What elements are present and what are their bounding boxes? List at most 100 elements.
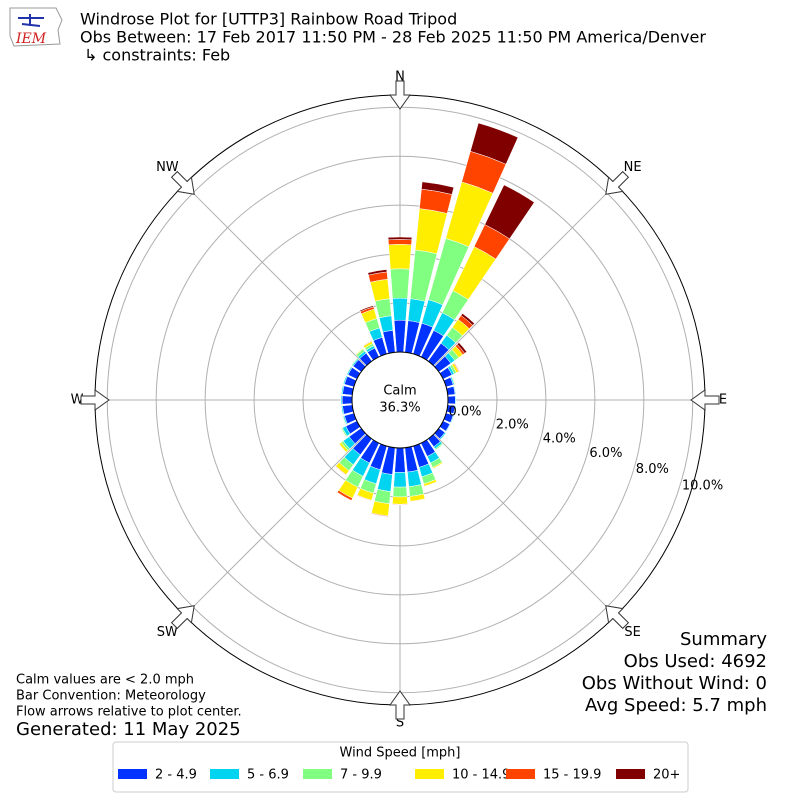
bar-segment	[387, 236, 413, 241]
bar-segment	[342, 375, 347, 385]
bar-segment	[447, 395, 456, 405]
bar-segment	[340, 395, 342, 405]
note: Calm values are < 2.0 mph	[16, 673, 194, 688]
chart-subtitle: Obs Between: 17 Feb 2017 11:50 PM - 28 F…	[80, 28, 706, 47]
bar-segment	[336, 489, 353, 501]
bar-segment	[460, 313, 475, 326]
legend-label: 7 - 9.9	[340, 768, 382, 783]
bar-segment	[356, 494, 372, 502]
logo: IEM	[9, 7, 63, 47]
bar-segment	[387, 239, 413, 245]
flow-arrow-shape	[389, 690, 411, 720]
constraint: ↳ constraints: Feb	[84, 46, 230, 65]
r-tick-label: 0.0%	[449, 405, 482, 420]
flow-arrow-shape	[80, 389, 110, 411]
bar-segment	[451, 375, 456, 385]
bar-segment	[470, 122, 519, 165]
legend-swatch	[303, 769, 332, 779]
logo-text: IEM	[15, 31, 47, 47]
bar-segment	[392, 297, 408, 321]
bar-segment	[423, 479, 438, 487]
bar-segment	[367, 269, 388, 276]
bar-segment	[392, 486, 408, 498]
bar-segment	[370, 512, 389, 517]
legend-label: 2 - 4.9	[155, 768, 197, 783]
flow-arrow-shape	[170, 605, 195, 630]
direction-label: N	[395, 70, 405, 85]
calm-label: Calm	[383, 384, 416, 399]
grid-spoke	[183, 183, 367, 367]
note: Bar Convention: Meteorology	[16, 689, 206, 704]
direction-label: E	[719, 393, 727, 408]
direction-label: W	[71, 393, 84, 408]
generated: Generated: 11 May 2025	[16, 719, 241, 740]
direction-label: NE	[624, 160, 642, 175]
flow-arrow-shape	[389, 80, 411, 110]
bar-segment	[342, 415, 347, 425]
legend-swatch	[118, 769, 147, 779]
flow-arrow	[690, 389, 720, 411]
bar-segment	[359, 305, 374, 312]
bar-segment	[355, 348, 364, 356]
flow-arrow	[605, 170, 630, 195]
flow-arrow	[80, 389, 110, 411]
bar-segment	[392, 496, 408, 505]
r-tick-label: 2.0%	[496, 417, 529, 432]
legend-swatch	[506, 769, 535, 779]
logo-mark	[18, 14, 44, 27]
r-tick-label: 8.0%	[636, 462, 669, 477]
grid-spoke	[183, 433, 367, 617]
summary-line: Summary	[680, 629, 767, 650]
calm-circle	[351, 351, 449, 449]
legend-swatch	[616, 769, 645, 779]
flow-arrow	[170, 170, 195, 195]
bar-segment	[351, 357, 359, 366]
chart-title: Windrose Plot for [UTTP3] Rainbow Road T…	[80, 10, 457, 29]
bar-segment	[434, 442, 444, 451]
r-tick-label: 4.0%	[543, 431, 576, 446]
note: Flow arrows relative to plot center.	[16, 705, 242, 720]
bar-segment	[340, 385, 344, 395]
bar-segment	[346, 366, 352, 375]
direction-label: SE	[624, 625, 640, 640]
bar-segment	[338, 442, 349, 453]
grid-spoke	[433, 433, 617, 617]
direction-label: NW	[156, 160, 179, 175]
bar-segment	[456, 342, 468, 354]
bar-segment	[388, 244, 412, 270]
flow-arrow	[389, 690, 411, 720]
bar-segment	[453, 385, 457, 395]
legend-label: 5 - 6.9	[247, 768, 289, 783]
bar-segment	[362, 340, 372, 347]
bar-segment	[439, 432, 447, 440]
legend-label: 10 - 14.9	[452, 768, 510, 783]
bar-segment	[393, 319, 407, 353]
bar-segment	[390, 268, 410, 299]
direction-label: SW	[157, 625, 178, 640]
flow-arrow	[389, 80, 411, 110]
legend-label: 15 - 19.9	[543, 768, 601, 783]
summary-line: Avg Speed: 5.7 mph	[585, 695, 767, 716]
bar-segment	[340, 428, 347, 438]
r-tick-label: 10.0%	[682, 479, 723, 494]
flow-arrow	[170, 605, 195, 630]
bar-segment	[453, 405, 457, 415]
summary-line: Obs Used: 4692	[624, 651, 767, 672]
flow-arrow-shape	[605, 170, 630, 195]
bar-segment	[341, 395, 353, 405]
grid-spoke	[433, 183, 617, 367]
flow-arrow-shape	[605, 605, 630, 630]
legend-swatch	[210, 769, 239, 779]
flow-arrow-shape	[690, 389, 720, 411]
bar-segment	[335, 465, 347, 476]
legend-title: Wind Speed [mph]	[340, 746, 461, 761]
summary-line: Obs Without Wind: 0	[582, 673, 767, 694]
bar-segment	[445, 423, 451, 432]
r-tick-label: 6.0%	[589, 446, 622, 461]
bar-segment	[484, 184, 535, 240]
bar-segment	[421, 181, 455, 195]
direction-label: S	[396, 716, 404, 731]
bar-segment	[454, 395, 457, 405]
bar-segment	[340, 405, 344, 415]
